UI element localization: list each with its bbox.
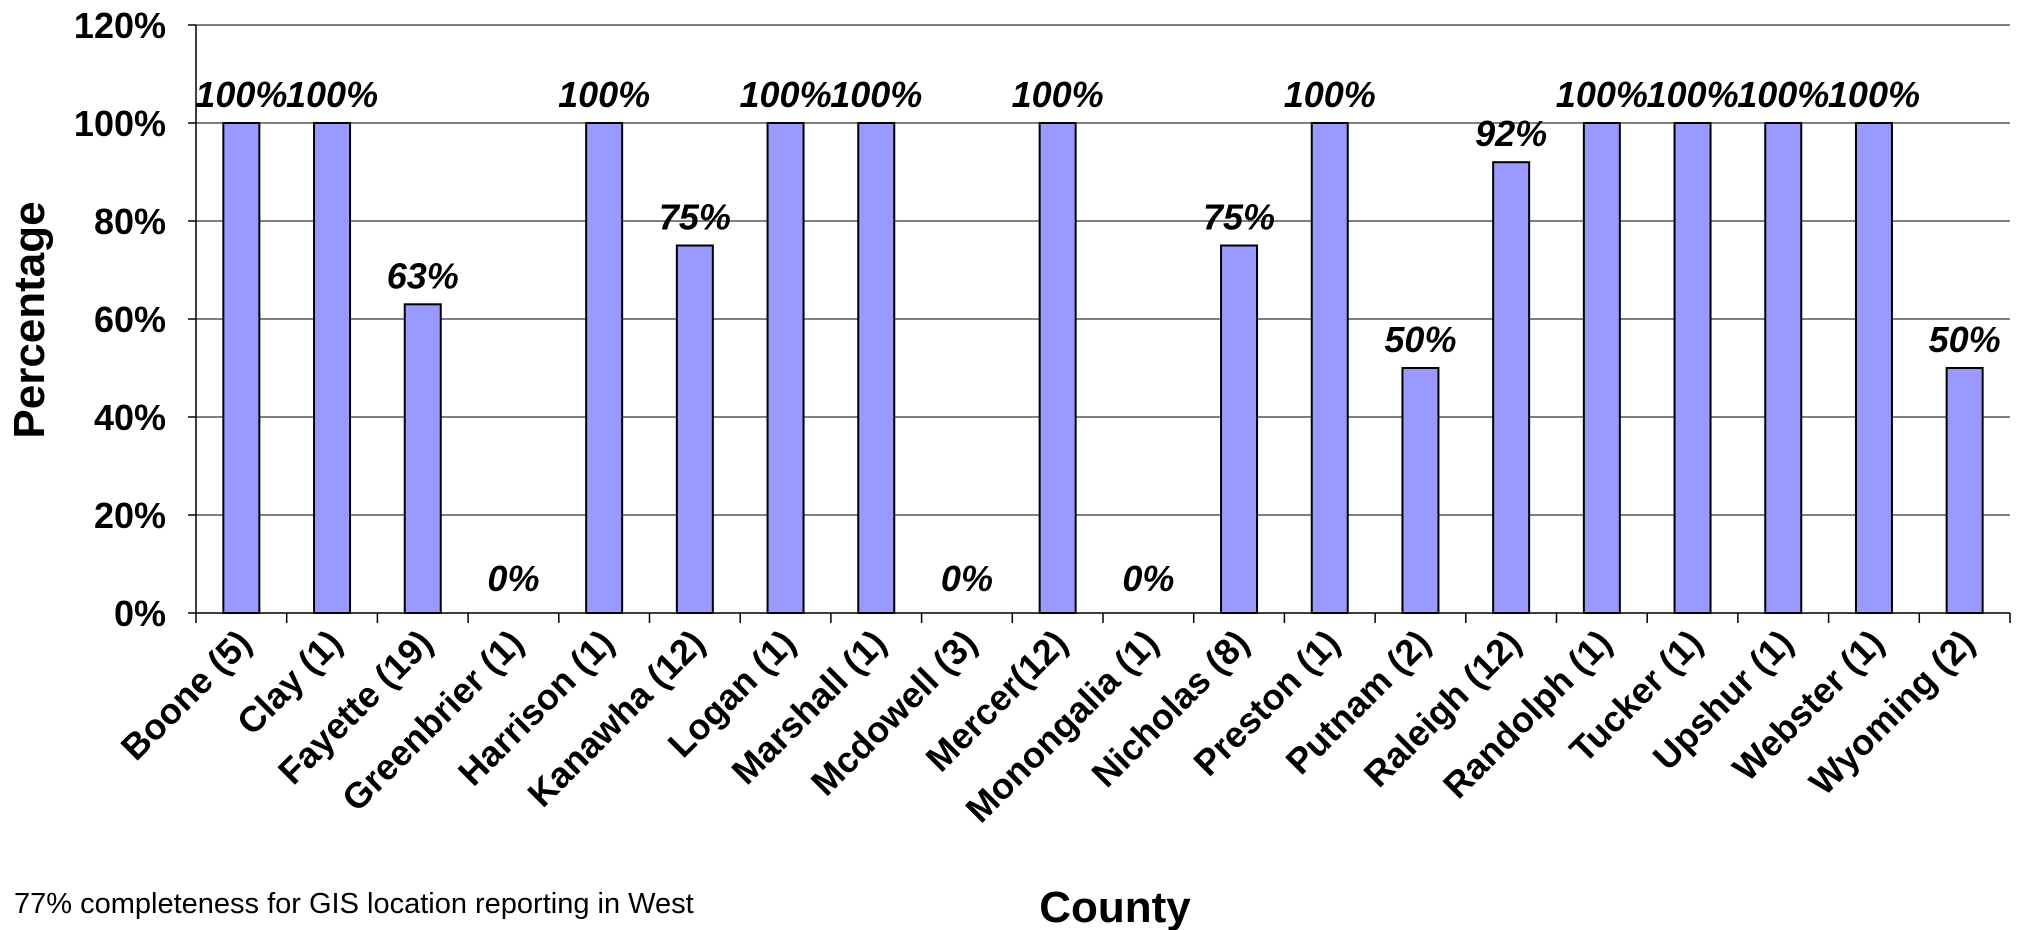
data-label: 100%: [286, 74, 378, 115]
bar: [1401, 367, 1440, 614]
bar: [1945, 367, 1984, 614]
y-tick-label: 120%: [74, 5, 166, 46]
data-label: 50%: [1384, 319, 1456, 360]
bar: [1220, 244, 1259, 614]
data-label: 75%: [659, 197, 731, 238]
bar: [1673, 122, 1712, 614]
completeness-footnote: 77% completeness for GIS location report…: [14, 888, 694, 920]
data-label: 100%: [1556, 74, 1648, 115]
bar: [1492, 161, 1531, 614]
data-label: 100%: [1828, 74, 1920, 115]
data-label: 100%: [1737, 74, 1829, 115]
data-label: 100%: [195, 74, 287, 115]
bar: [313, 122, 352, 614]
data-labels: 100%100%63%0%100%75%100%100%0%100%0%75%1…: [195, 74, 2000, 599]
data-label: 100%: [1284, 74, 1376, 115]
data-label: 100%: [830, 74, 922, 115]
y-axis-ticks: 0% 20% 40% 60% 80% 100% 120%: [74, 5, 196, 634]
bar: [766, 122, 805, 614]
data-label: 63%: [387, 255, 459, 296]
data-label: 100%: [1647, 74, 1739, 115]
data-label: 92%: [1475, 113, 1547, 154]
y-tick-label: 80%: [94, 201, 166, 242]
x-axis: [195, 25, 2011, 623]
data-label: 50%: [1929, 319, 2001, 360]
bar: [403, 303, 442, 614]
data-label: 100%: [740, 74, 832, 115]
bar: [675, 244, 714, 614]
y-tick-label: 20%: [94, 495, 166, 536]
bar: [1582, 122, 1621, 614]
x-tick-label: Boone (5): [113, 622, 259, 768]
y-tick-label: 0%: [114, 593, 166, 634]
bar: [585, 122, 624, 614]
data-label: 75%: [1203, 197, 1275, 238]
data-label: 0%: [1122, 558, 1174, 599]
bar: [1854, 122, 1893, 614]
bar: [1038, 122, 1077, 614]
bar: [857, 122, 896, 614]
y-tick-label: 40%: [94, 397, 166, 438]
bar: [1764, 122, 1803, 614]
bars: [222, 122, 1984, 614]
data-label: 100%: [1012, 74, 1104, 115]
y-tick-label: 60%: [94, 299, 166, 340]
x-axis-title: County: [1039, 883, 1191, 930]
x-axis-ticks: Boone (5)Clay (1)Fayette (19)Greenbrier …: [113, 622, 1983, 831]
data-label: 0%: [941, 558, 993, 599]
y-tick-label: 100%: [74, 103, 166, 144]
data-label: 100%: [558, 74, 650, 115]
bar: [222, 122, 261, 614]
y-axis-title: Percentage: [5, 201, 54, 438]
bar: [1310, 122, 1349, 614]
data-label: 0%: [487, 558, 539, 599]
